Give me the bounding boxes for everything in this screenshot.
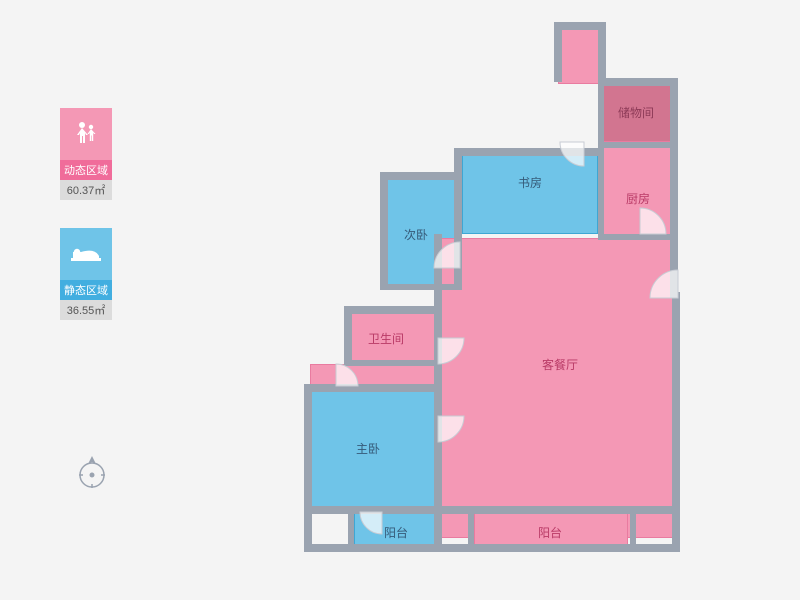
legend-dynamic-value: 60.37㎡: [60, 180, 112, 200]
sleep-icon: [60, 228, 112, 280]
compass-icon: [74, 454, 110, 490]
door-arcs: [290, 22, 710, 582]
legend-dynamic: 动态区域 60.37㎡: [60, 108, 112, 200]
legend-panel: 动态区域 60.37㎡ 静态区域 36.55㎡: [60, 108, 112, 348]
legend-static-value: 36.55㎡: [60, 300, 112, 320]
floorplan: 储物间厨房书房次卧卫生间客餐厅主卧阳台阳台: [290, 22, 710, 576]
people-icon: [60, 108, 112, 160]
legend-dynamic-label: 动态区域: [60, 160, 112, 180]
legend-static: 静态区域 36.55㎡: [60, 228, 112, 320]
legend-static-label: 静态区域: [60, 280, 112, 300]
